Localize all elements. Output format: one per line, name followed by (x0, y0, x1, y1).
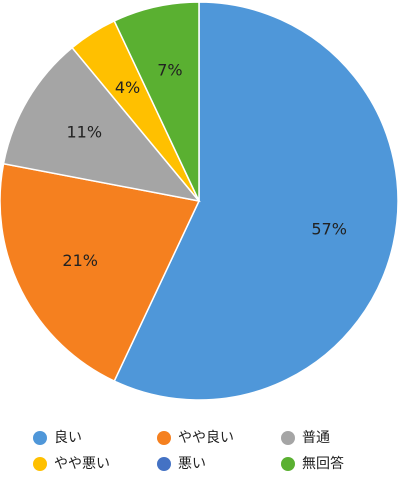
legend-label: 良い (54, 430, 82, 446)
data-label: 57% (311, 220, 347, 239)
legend-marker (33, 457, 47, 471)
legend-marker (33, 431, 47, 445)
data-label: 4% (115, 78, 140, 97)
pie-slice (2, 46, 201, 203)
legend-marker (157, 431, 171, 445)
pie-slice (113, 1, 399, 401)
legend-marker (281, 431, 295, 445)
data-label: 21% (62, 251, 98, 270)
legend-label: 無回答 (302, 455, 344, 472)
data-label: 11% (66, 123, 102, 142)
pie-slice (113, 1, 200, 202)
legend-marker (281, 457, 295, 471)
pie-slice (0, 162, 201, 383)
legend-label: やや良い (178, 430, 234, 446)
legend-label: 悪い (178, 456, 206, 472)
legend-label: やや悪い (54, 456, 110, 472)
legend-label: 普通 (302, 430, 330, 446)
data-label: 7% (157, 60, 182, 79)
legend-marker (157, 457, 171, 471)
